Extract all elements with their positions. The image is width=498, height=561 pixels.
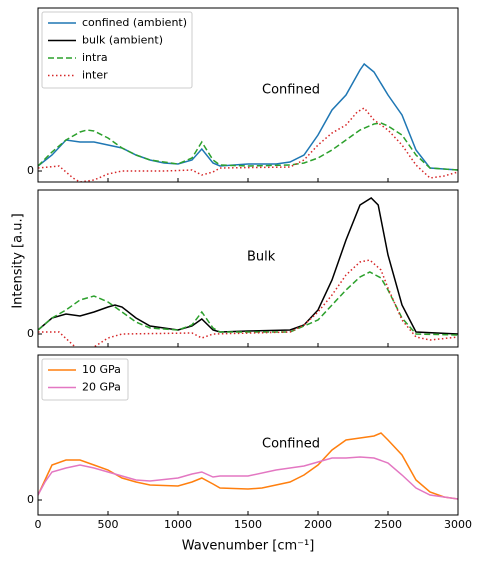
legend-box — [41, 11, 193, 89]
x-tick-label: 2000 — [304, 518, 332, 531]
line-series — [38, 432, 458, 500]
x-tick-label: 500 — [98, 518, 119, 531]
x-tick-label: 1500 — [234, 518, 262, 531]
legend-label: bulk (ambient) — [82, 34, 163, 47]
legend-label: inter — [82, 69, 108, 82]
y-tick-label: 0 — [27, 327, 34, 340]
y-axis-label: Intensity [a.u.] — [11, 213, 26, 308]
annotation: Confined — [262, 83, 320, 98]
line-series — [38, 122, 458, 171]
x-tick-label: 2500 — [374, 518, 402, 531]
line-series — [38, 107, 458, 182]
legend-label: intra — [82, 51, 108, 64]
line-series — [38, 197, 458, 335]
y-tick-label: 0 — [27, 164, 34, 177]
x-tick-label: 0 — [35, 518, 42, 531]
line-series — [38, 259, 458, 347]
annotation: Bulk — [247, 250, 276, 265]
line-series — [38, 456, 458, 500]
axes-frame — [37, 189, 459, 348]
line-series — [38, 271, 458, 336]
x-tick-label: 3000 — [444, 518, 472, 531]
legend-label: 20 GPa — [82, 381, 121, 394]
y-tick-label: 0 — [27, 493, 34, 506]
annotation: Confined — [262, 437, 320, 452]
x-tick-label: 1000 — [164, 518, 192, 531]
legend-label: 10 GPa — [82, 363, 121, 376]
legend-label: confined (ambient) — [82, 16, 187, 29]
x-axis-label: Wavenumber [cm⁻¹] — [182, 539, 315, 554]
